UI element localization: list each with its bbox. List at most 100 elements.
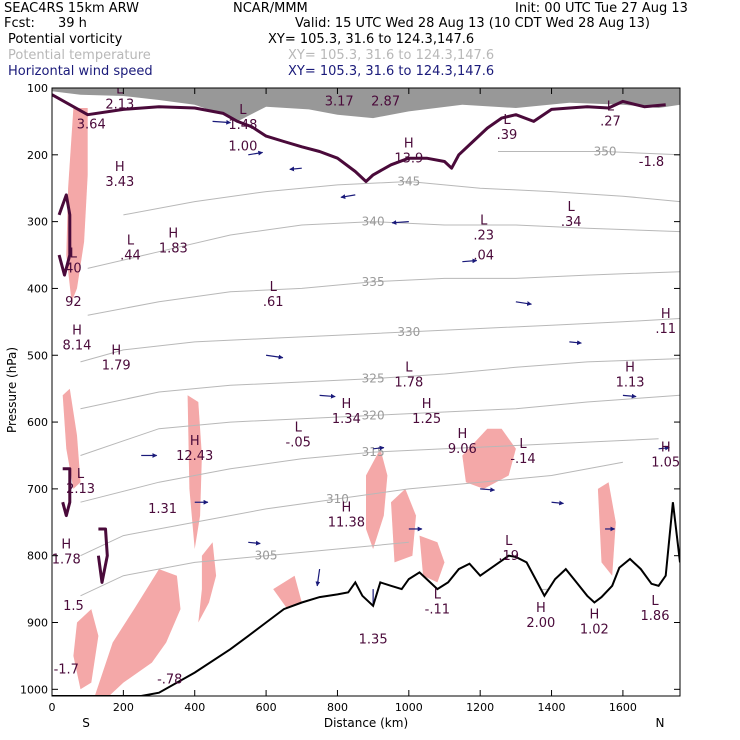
extremum-value: 1.86: [641, 609, 670, 624]
wind-speed-region: [62, 388, 81, 489]
wind-vector: [340, 194, 356, 199]
direction-south-label: S: [82, 716, 90, 730]
x-axis: 0 200 400 600 800 1000 1200 1400 1600: [49, 88, 637, 714]
extremum-marker: L: [568, 200, 576, 215]
y-tick-label: 200: [27, 149, 48, 162]
extremum-marker: H: [341, 501, 351, 516]
extremum-value: .39: [497, 128, 518, 143]
y-tick-label: 400: [27, 282, 48, 295]
extremum-marker: L: [295, 420, 303, 435]
extremum-value: 1.31: [148, 502, 177, 517]
extremum-value: -.14: [510, 452, 535, 467]
extremum-value: 1.35: [359, 633, 388, 648]
extremum-marker: H: [111, 344, 121, 359]
theta-contour-label: 315: [362, 445, 385, 459]
extremum-value: 3.64: [77, 117, 106, 132]
extremum-marker: L: [651, 594, 659, 609]
x-tick-label: 600: [256, 701, 277, 714]
extremum-value: 1.83: [159, 242, 188, 257]
x-tick-label: 1400: [538, 701, 566, 714]
extremum-marker: L: [127, 233, 135, 248]
pv-contour: [96, 527, 109, 584]
extremum-value: 40: [65, 262, 82, 277]
wind-vector: [551, 500, 565, 506]
field-name-pv: Potential vorticity: [8, 32, 123, 47]
extremum-value: 9.06: [448, 442, 477, 457]
extremum-value: 1.5: [63, 599, 84, 614]
extremum-marker: H: [457, 427, 467, 442]
extremum-value: -.05: [286, 435, 311, 450]
theta-contour-label: 320: [362, 408, 385, 422]
wind-vector: [248, 150, 264, 156]
extremum-marker: H: [72, 324, 82, 339]
theta-contour-label: 340: [362, 215, 385, 229]
pv-gray-region: [52, 88, 680, 122]
plot-area: 300.3305310315320325330335340345350 L2.1…: [52, 82, 680, 696]
wind-vector: [248, 540, 261, 546]
extremum-value: -.11: [425, 602, 450, 617]
x-tick-label: 1000: [395, 701, 423, 714]
wind-vector: [480, 487, 496, 493]
extremum-marker: H: [404, 136, 414, 151]
extremum-marker: L: [77, 467, 85, 482]
x-tick-label: 400: [184, 701, 205, 714]
pv-contour: [52, 93, 666, 183]
extremum-marker: L: [434, 587, 442, 602]
extremum-value: -1.8: [639, 155, 664, 170]
wind-vector: [391, 220, 409, 225]
extremum-marker: H: [190, 434, 200, 449]
wind-speed-region: [366, 448, 388, 549]
theta-contour: [80, 541, 409, 597]
field-name-wind: Horizontal wind speed: [8, 64, 153, 79]
y-tick-label: 100: [27, 82, 48, 95]
extremum-value: 2.87: [371, 95, 400, 110]
extremum-value: 2.13: [105, 97, 134, 112]
extremum-marker: L: [480, 213, 488, 228]
terrain-profile: [52, 502, 680, 696]
extremum-value: .19: [498, 549, 519, 564]
wind-vector: [515, 301, 532, 306]
extremum-marker: H: [661, 440, 671, 455]
theta-contour-label: 310: [326, 492, 349, 506]
extremum-value: 3.43: [105, 175, 134, 190]
pv-contour: [61, 467, 72, 518]
wind-speed-region: [198, 542, 217, 623]
extremum-marker: L: [519, 437, 527, 452]
theta-contour-label: 305: [255, 549, 278, 563]
theta-contour: [80, 318, 680, 363]
extremum-marker: L: [607, 100, 615, 115]
theta-contour-label: 350: [594, 144, 617, 158]
wind-vector: [569, 340, 582, 346]
extremum-value: .34: [561, 215, 582, 230]
x-tick-label: 0: [49, 701, 56, 714]
extremum-marker: H: [661, 307, 671, 322]
extremum-value: 1.48: [228, 118, 257, 133]
wind-vector: [266, 354, 284, 360]
forecast-hour: 39 h: [58, 16, 87, 31]
extremum-value: 12.43: [176, 449, 213, 464]
terrain-fill: [52, 502, 680, 696]
extremum-marker: L: [505, 534, 513, 549]
theta-contour-label: 335: [362, 275, 385, 289]
extremum-value: 8.14: [63, 339, 92, 354]
model-title: SEAC4RS 15km ARW: [4, 1, 140, 16]
extremum-marker: L: [70, 247, 78, 262]
theta-contour: [80, 394, 680, 456]
extremum-value: .11: [655, 322, 676, 337]
extremum-marker: L: [116, 82, 124, 97]
extremum-value: 13.9: [394, 151, 423, 166]
extremum-marker: L: [270, 280, 278, 295]
wind-speed-region: [66, 108, 88, 302]
y-axis: 100 200 300 400 500 600 700 800 900 1000: [20, 82, 680, 696]
valid-time: Valid: 15 UTC Wed 28 Aug 13 (10 CDT Wed …: [295, 16, 650, 31]
field-name-theta: Potential temperature: [8, 48, 151, 63]
x-tick-label: 1600: [609, 701, 637, 714]
pv-contour: [57, 193, 72, 277]
x-tick-label: 200: [113, 701, 134, 714]
wind-speed-region: [187, 395, 202, 549]
wind-vectors: [141, 119, 670, 612]
plot-frame: [51, 87, 681, 697]
init-time: Init: 00 UTC Tue 27 Aug 13: [515, 1, 688, 16]
theta-contour-label: 345: [397, 175, 420, 189]
x-tick-label: 1200: [466, 701, 494, 714]
